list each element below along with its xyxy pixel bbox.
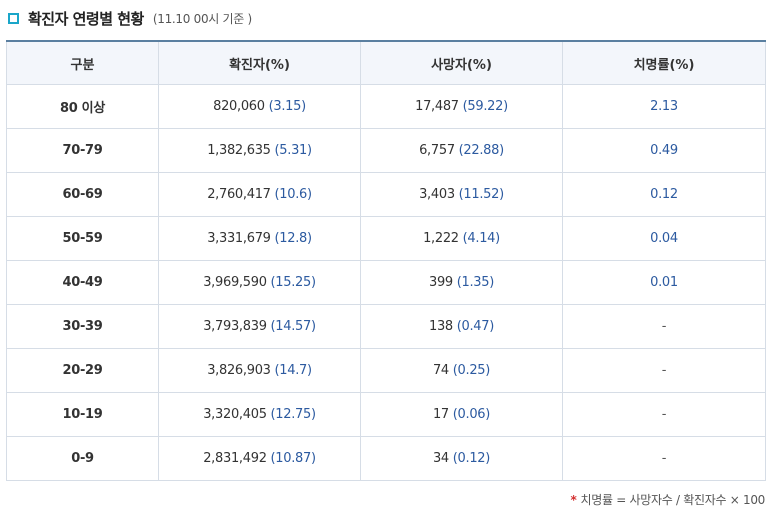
square-bullet-icon bbox=[8, 12, 19, 24]
column-header-category: 구분 bbox=[6, 41, 159, 85]
cases-cell: 3,826,903 (14.7) bbox=[158, 348, 361, 393]
section-title: 확진자 연령별 현황 bbox=[28, 9, 144, 28]
table-row: 10-19 3,320,405 (12.75) 17 (0.06) - bbox=[6, 392, 766, 437]
age-group-cell: 70-79 bbox=[6, 128, 159, 173]
cases-count: 2,831,492 bbox=[203, 451, 267, 466]
age-group-cell: 10-19 bbox=[6, 392, 159, 437]
table-row: 60-69 2,760,417 (10.6) 3,403 (11.52) 0.12 bbox=[6, 172, 766, 217]
table-header-row: 구분 확진자(%) 사망자(%) 치명률(%) bbox=[6, 41, 766, 85]
fatality-rate-cell: 0.04 bbox=[562, 216, 766, 261]
cases-percent: (12.8) bbox=[274, 231, 313, 246]
deaths-percent: (0.47) bbox=[456, 319, 495, 334]
cases-percent: (10.6) bbox=[274, 187, 313, 202]
cases-percent: (15.25) bbox=[270, 275, 317, 290]
fatality-rate-cell: - bbox=[562, 436, 766, 481]
deaths-count: 34 bbox=[432, 451, 449, 466]
cases-cell: 2,831,492 (10.87) bbox=[158, 436, 361, 481]
deaths-percent: (11.52) bbox=[458, 187, 505, 202]
cases-cell: 3,793,839 (14.57) bbox=[158, 304, 361, 349]
deaths-count: 17 bbox=[432, 407, 449, 422]
cases-percent: (3.15) bbox=[268, 99, 307, 114]
table-row: 80 이상 820,060 (3.15) 17,487 (59.22) 2.13 bbox=[6, 84, 766, 129]
column-header-fatality: 치명률(%) bbox=[562, 41, 766, 85]
cases-percent: (12.75) bbox=[270, 407, 317, 422]
deaths-count: 138 bbox=[428, 319, 453, 334]
fatality-rate-cell: - bbox=[562, 348, 766, 393]
deaths-cell: 1,222 (4.14) bbox=[360, 216, 563, 261]
fatality-rate-cell: - bbox=[562, 304, 766, 349]
table-row: 20-29 3,826,903 (14.7) 74 (0.25) - bbox=[6, 348, 766, 393]
deaths-percent: (0.12) bbox=[452, 451, 491, 466]
cases-cell: 2,760,417 (10.6) bbox=[158, 172, 361, 217]
deaths-percent: (0.25) bbox=[452, 363, 491, 378]
deaths-count: 399 bbox=[428, 275, 453, 290]
deaths-percent: (59.22) bbox=[462, 99, 509, 114]
table-row: 70-79 1,382,635 (5.31) 6,757 (22.88) 0.49 bbox=[6, 128, 766, 173]
deaths-count: 17,487 bbox=[415, 99, 459, 114]
fatality-rate-cell: 0.01 bbox=[562, 260, 766, 305]
deaths-percent: (1.35) bbox=[456, 275, 495, 290]
cases-count: 3,969,590 bbox=[203, 275, 267, 290]
cases-count: 1,382,635 bbox=[207, 143, 271, 158]
fatality-rate-cell: 2.13 bbox=[562, 84, 766, 129]
deaths-cell: 74 (0.25) bbox=[360, 348, 563, 393]
footnote-marker: * bbox=[570, 493, 577, 507]
age-group-cell: 20-29 bbox=[6, 348, 159, 393]
cases-cell: 820,060 (3.15) bbox=[158, 84, 361, 129]
deaths-percent: (4.14) bbox=[462, 231, 501, 246]
cases-count: 820,060 bbox=[213, 99, 265, 114]
age-group-cell: 80 이상 bbox=[6, 84, 159, 129]
column-header-cases: 확진자(%) bbox=[158, 41, 361, 85]
section-header: 확진자 연령별 현황 (11.10 00시 기준 ) bbox=[8, 6, 252, 30]
cases-count: 3,793,839 bbox=[203, 319, 267, 334]
cases-percent: (10.87) bbox=[270, 451, 317, 466]
fatality-footnote: * 치명률 = 사망자수 / 확진자수 × 100 bbox=[570, 491, 766, 508]
deaths-percent: (22.88) bbox=[458, 143, 505, 158]
deaths-cell: 138 (0.47) bbox=[360, 304, 563, 349]
deaths-percent: (0.06) bbox=[452, 407, 491, 422]
cases-count: 2,760,417 bbox=[207, 187, 271, 202]
fatality-rate-cell: 0.12 bbox=[562, 172, 766, 217]
deaths-count: 1,222 bbox=[423, 231, 459, 246]
deaths-cell: 17 (0.06) bbox=[360, 392, 563, 437]
column-header-deaths: 사망자(%) bbox=[360, 41, 563, 85]
age-group-cell: 50-59 bbox=[6, 216, 159, 261]
table-row: 0-9 2,831,492 (10.87) 34 (0.12) - bbox=[6, 436, 766, 481]
deaths-cell: 17,487 (59.22) bbox=[360, 84, 563, 129]
age-status-table: 구분 확진자(%) 사망자(%) 치명률(%) 80 이상 820,060 (3.… bbox=[6, 40, 766, 481]
age-status-table-container: 구분 확진자(%) 사망자(%) 치명률(%) 80 이상 820,060 (3.… bbox=[6, 40, 766, 481]
cases-cell: 3,331,679 (12.8) bbox=[158, 216, 361, 261]
cases-cell: 3,969,590 (15.25) bbox=[158, 260, 361, 305]
cases-percent: (14.57) bbox=[270, 319, 317, 334]
cases-count: 3,331,679 bbox=[207, 231, 271, 246]
table-row: 30-39 3,793,839 (14.57) 138 (0.47) - bbox=[6, 304, 766, 349]
cases-percent: (14.7) bbox=[274, 363, 313, 378]
cases-count: 3,826,903 bbox=[207, 363, 271, 378]
age-group-cell: 40-49 bbox=[6, 260, 159, 305]
age-group-cell: 0-9 bbox=[6, 436, 159, 481]
deaths-count: 74 bbox=[432, 363, 449, 378]
age-group-cell: 30-39 bbox=[6, 304, 159, 349]
cases-percent: (5.31) bbox=[274, 143, 313, 158]
deaths-cell: 34 (0.12) bbox=[360, 436, 563, 481]
cases-cell: 1,382,635 (5.31) bbox=[158, 128, 361, 173]
cases-count: 3,320,405 bbox=[203, 407, 267, 422]
age-group-cell: 60-69 bbox=[6, 172, 159, 217]
footnote-text: 치명률 = 사망자수 / 확진자수 × 100 bbox=[580, 493, 766, 507]
section-subtitle: (11.10 00시 기준 ) bbox=[152, 11, 252, 26]
table-row: 40-49 3,969,590 (15.25) 399 (1.35) 0.01 bbox=[6, 260, 766, 305]
fatality-rate-cell: - bbox=[562, 392, 766, 437]
deaths-cell: 6,757 (22.88) bbox=[360, 128, 563, 173]
deaths-count: 6,757 bbox=[419, 143, 455, 158]
deaths-cell: 3,403 (11.52) bbox=[360, 172, 563, 217]
cases-cell: 3,320,405 (12.75) bbox=[158, 392, 361, 437]
fatality-rate-cell: 0.49 bbox=[562, 128, 766, 173]
deaths-count: 3,403 bbox=[419, 187, 455, 202]
table-row: 50-59 3,331,679 (12.8) 1,222 (4.14) 0.04 bbox=[6, 216, 766, 261]
deaths-cell: 399 (1.35) bbox=[360, 260, 563, 305]
